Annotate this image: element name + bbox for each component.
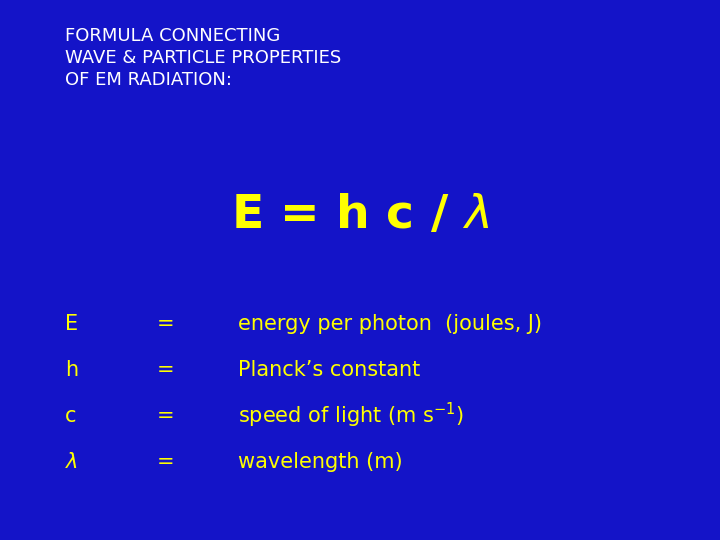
Text: energy per photon  (joules, J): energy per photon (joules, J) <box>238 314 541 334</box>
Text: speed of light (m s$^{-1}$): speed of light (m s$^{-1}$) <box>238 401 464 430</box>
Text: Planck’s constant: Planck’s constant <box>238 360 420 380</box>
Text: =: = <box>157 314 174 334</box>
Text: =: = <box>157 451 174 472</box>
Text: c: c <box>65 406 76 426</box>
Text: FORMULA CONNECTING
WAVE & PARTICLE PROPERTIES
OF EM RADIATION:: FORMULA CONNECTING WAVE & PARTICLE PROPE… <box>65 27 341 90</box>
Text: =: = <box>157 360 174 380</box>
Text: $\lambda$: $\lambda$ <box>65 451 78 472</box>
Text: E: E <box>65 314 78 334</box>
Text: =: = <box>157 406 174 426</box>
Text: h: h <box>65 360 78 380</box>
Text: wavelength (m): wavelength (m) <box>238 451 402 472</box>
Text: E = h c / $\lambda$: E = h c / $\lambda$ <box>231 193 489 239</box>
